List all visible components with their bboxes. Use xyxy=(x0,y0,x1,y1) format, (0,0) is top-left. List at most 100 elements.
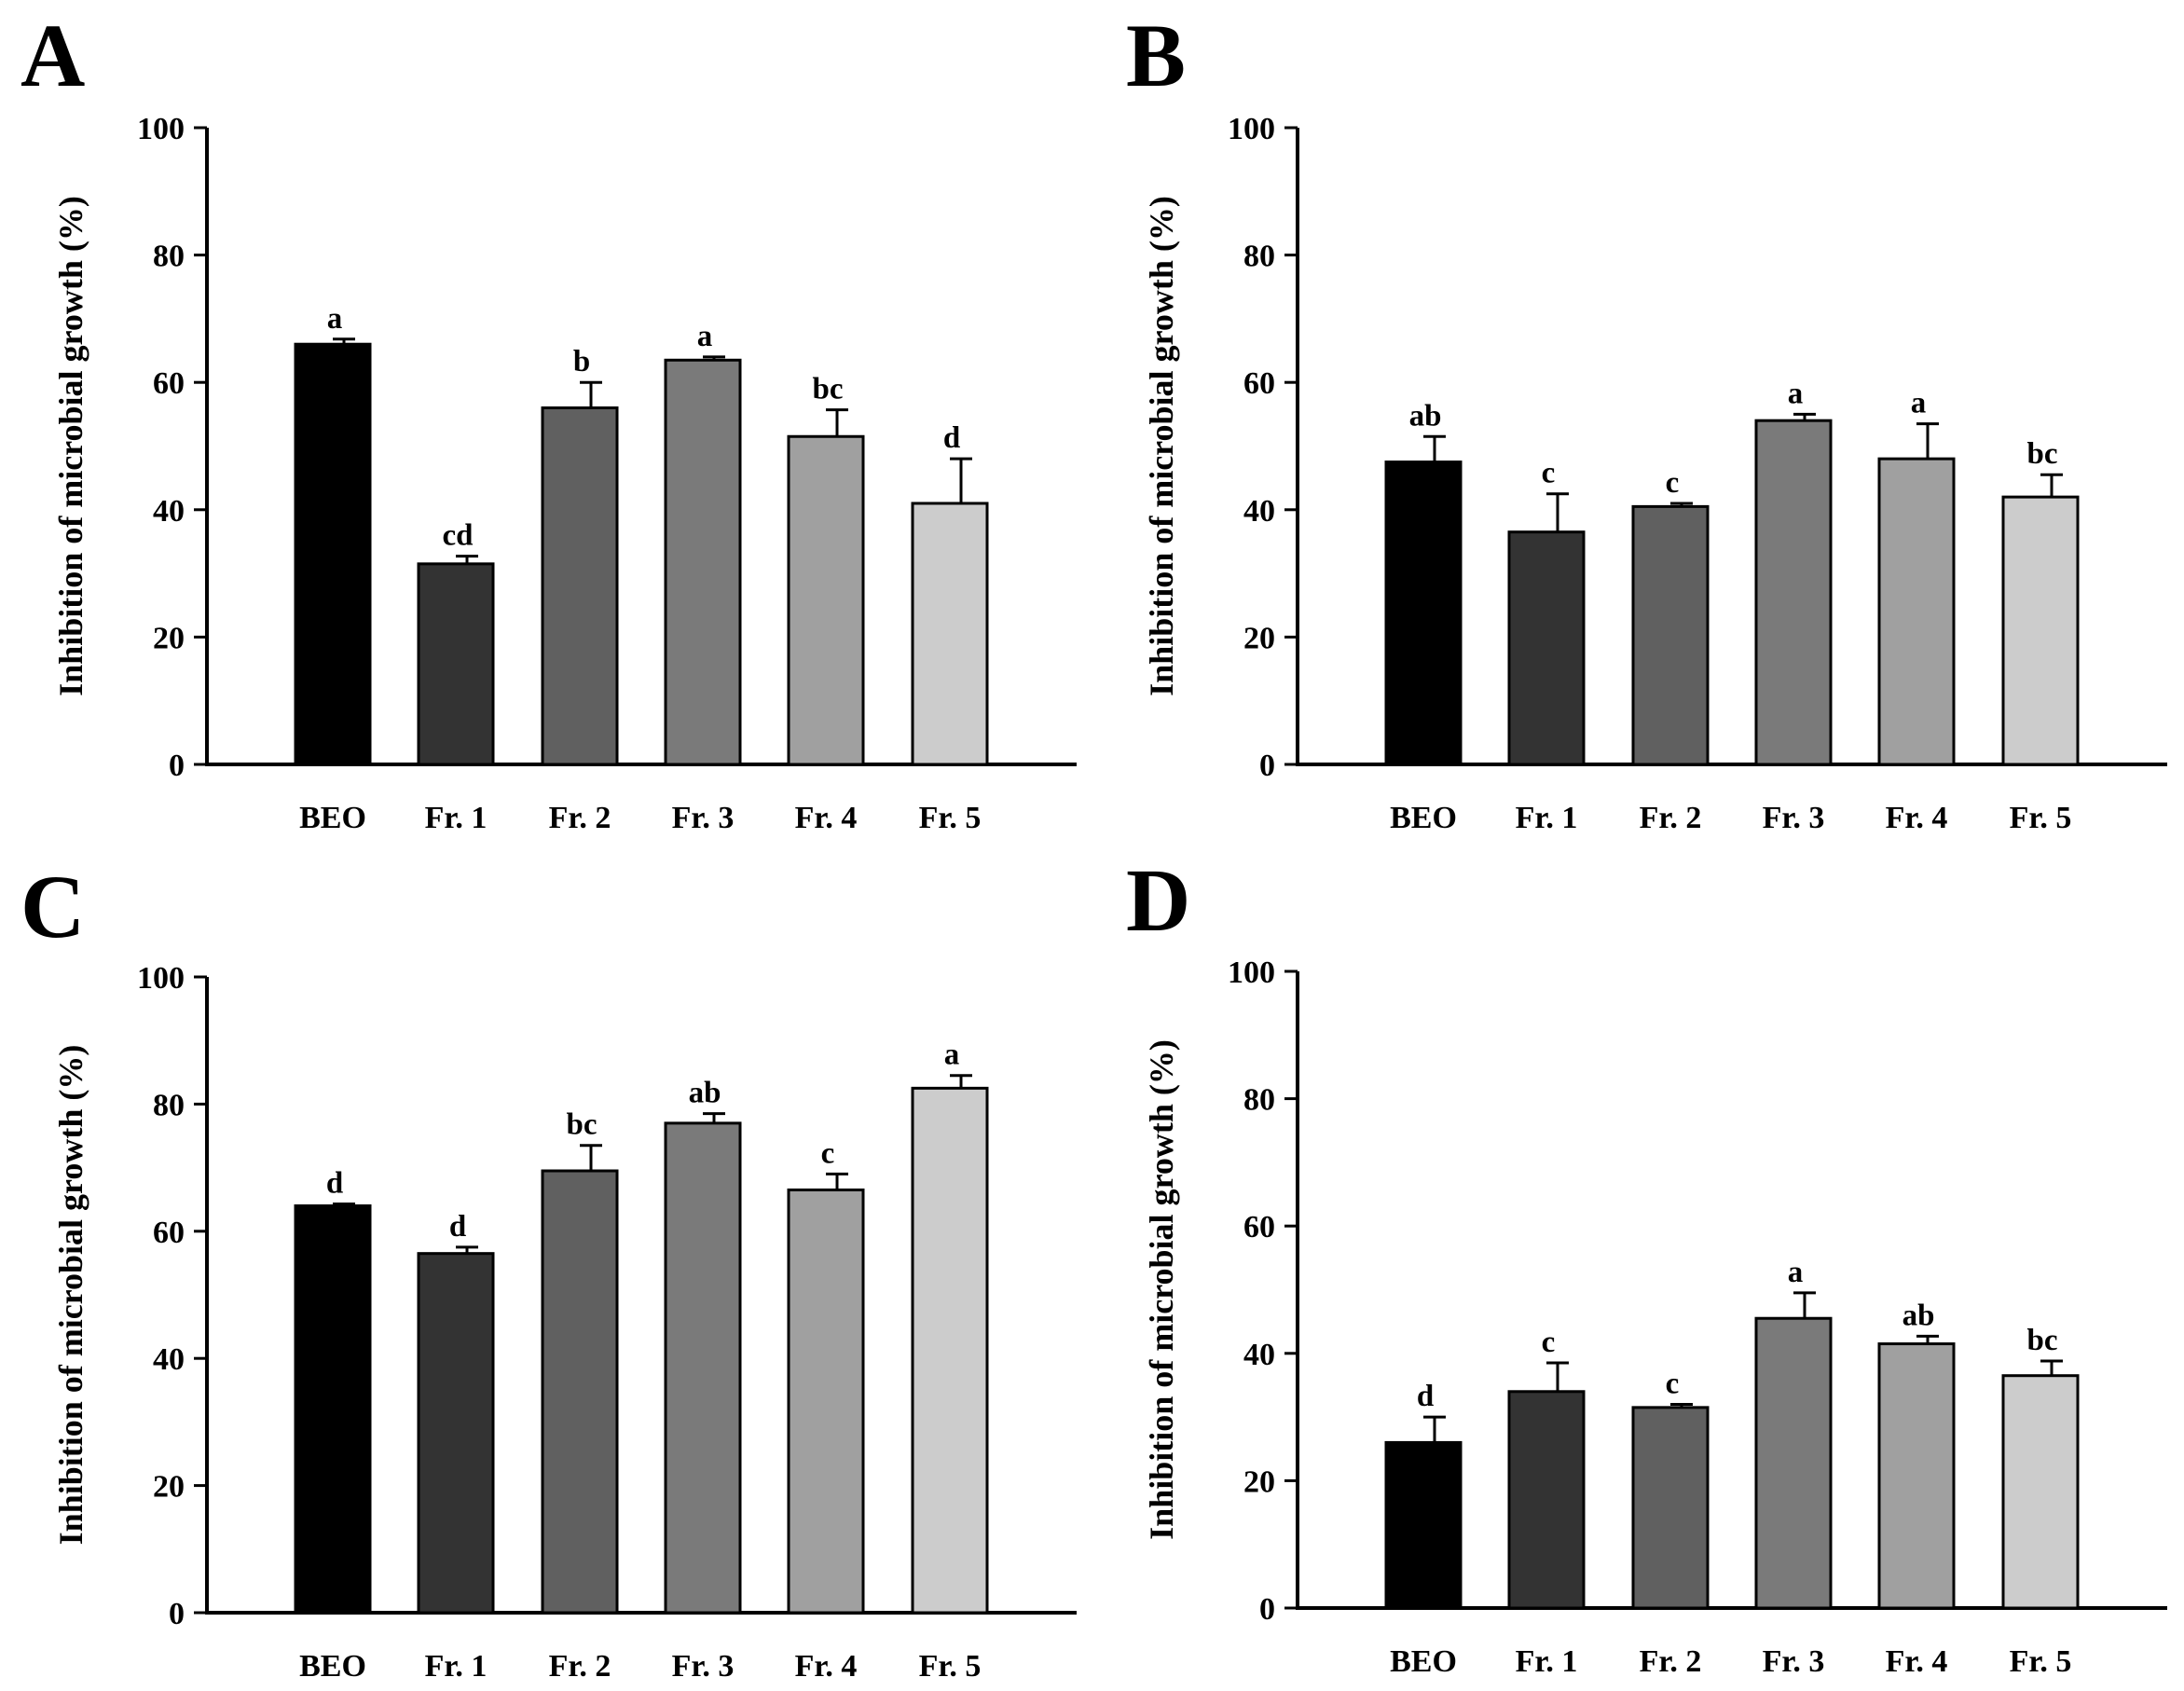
x-tick-label: Fr. 3 xyxy=(1763,801,1825,835)
x-tick-label: BEO xyxy=(299,801,366,835)
x-tick-label: Fr. 1 xyxy=(425,1649,488,1684)
x-tick-label: Fr. 3 xyxy=(1763,1644,1825,1679)
bar xyxy=(1507,530,1586,766)
x-tick-label: BEO xyxy=(1390,1644,1457,1679)
significance-label: ab xyxy=(1409,399,1442,433)
y-tick-label: 20 xyxy=(153,1470,185,1505)
x-tick-label: Fr. 2 xyxy=(549,1649,611,1684)
bar xyxy=(1754,1316,1833,1610)
panel-label: A xyxy=(21,6,85,105)
bar xyxy=(1877,1342,1956,1610)
significance-label: a xyxy=(944,1038,960,1072)
significance-label: d xyxy=(1417,1380,1434,1413)
panel-d: D Inhibition of microbial growth (%) 0 20 40… xyxy=(1126,850,2167,1679)
y-tick-label: 20 xyxy=(153,621,185,655)
bar xyxy=(294,1204,372,1615)
bar xyxy=(541,406,619,766)
y-axis-label: Inhibition of microbial growth (%) xyxy=(52,1045,89,1546)
y-axis-label: Inhibition of microbial growth (%) xyxy=(1143,1039,1180,1540)
y-tick-label: 100 xyxy=(137,112,185,146)
y-tick-label: 20 xyxy=(1243,1464,1275,1499)
x-tick-label: Fr. 2 xyxy=(549,801,611,835)
significance-label: cd xyxy=(443,519,474,553)
y-tick-label: 0 xyxy=(1259,1592,1275,1627)
significance-label: ab xyxy=(689,1077,721,1110)
panel-label: D xyxy=(1126,850,1190,950)
y-tick-label: 60 xyxy=(153,366,185,401)
y-tick-label: 80 xyxy=(153,1088,185,1122)
bar xyxy=(911,502,989,766)
x-tick-label: Fr. 1 xyxy=(1516,1644,1578,1679)
significance-label: bc xyxy=(2027,1324,2058,1357)
x-tick-label: Fr. 3 xyxy=(672,801,735,835)
significance-label: bc xyxy=(2027,437,2058,471)
significance-label: c xyxy=(1666,466,1680,500)
bar xyxy=(787,434,865,766)
significance-label: c xyxy=(1666,1367,1680,1400)
x-tick-label: Fr. 3 xyxy=(672,1649,735,1684)
x-tick-label: Fr. 4 xyxy=(1886,1644,1948,1679)
x-tick-label: Fr. 1 xyxy=(1516,801,1578,835)
bar xyxy=(1877,457,1956,766)
bar xyxy=(911,1086,989,1615)
bar xyxy=(664,358,742,766)
panel-label: B xyxy=(1126,6,1186,105)
significance-label: bc xyxy=(813,373,844,406)
panel-c: C Inhibition of microbial growth (%) 0 20 40… xyxy=(21,857,1077,1684)
significance-label: d xyxy=(943,421,960,455)
bar xyxy=(1754,419,1833,766)
panel-label: C xyxy=(21,857,85,956)
x-tick-label: Fr. 4 xyxy=(795,801,858,835)
y-tick-label: 60 xyxy=(1243,366,1275,401)
significance-label: b xyxy=(573,345,590,378)
y-tick-label: 40 xyxy=(1243,1338,1275,1372)
y-tick-label: 60 xyxy=(1243,1210,1275,1244)
bar xyxy=(541,1169,619,1615)
y-tick-label: 80 xyxy=(153,240,185,274)
y-tick-label: 100 xyxy=(1228,955,1275,990)
y-tick-label: 40 xyxy=(153,494,185,529)
bar xyxy=(417,562,495,766)
y-tick-label: 0 xyxy=(169,1597,185,1631)
bar xyxy=(664,1121,742,1615)
significance-label: ab xyxy=(1902,1299,1935,1332)
significance-label: c xyxy=(1542,1326,1556,1359)
y-axis-label: Inhibition of microbial growth (%) xyxy=(52,196,89,696)
x-tick-label: BEO xyxy=(299,1649,366,1684)
y-tick-label: 40 xyxy=(153,1342,185,1377)
x-tick-label: Fr. 5 xyxy=(2010,801,2072,835)
panel-a: A Inhibition of microbial growth (%) 0 20 40… xyxy=(21,6,1077,835)
y-tick-label: 0 xyxy=(1259,749,1275,783)
bar xyxy=(1631,1406,1710,1610)
y-tick-label: 0 xyxy=(169,749,185,783)
y-tick-label: 100 xyxy=(137,961,185,996)
significance-label: bc xyxy=(567,1108,598,1142)
bar xyxy=(1384,1440,1463,1610)
bar xyxy=(2001,495,2080,766)
x-tick-label: Fr. 4 xyxy=(795,1649,858,1684)
bar xyxy=(787,1188,865,1615)
y-tick-label: 40 xyxy=(1243,494,1275,529)
y-tick-label: 80 xyxy=(1243,240,1275,274)
significance-label: a xyxy=(1911,387,1927,420)
bar xyxy=(2001,1374,2080,1610)
x-tick-label: Fr. 5 xyxy=(2010,1644,2072,1679)
significance-label: a xyxy=(1788,377,1804,410)
significance-label: d xyxy=(326,1166,343,1200)
x-tick-label: Fr. 2 xyxy=(1640,801,1702,835)
significance-label: c xyxy=(1542,457,1556,490)
y-tick-label: 100 xyxy=(1228,112,1275,146)
significance-label: c xyxy=(821,1136,835,1170)
y-tick-label: 60 xyxy=(153,1216,185,1250)
x-tick-label: Fr. 5 xyxy=(919,801,982,835)
significance-label: d xyxy=(449,1210,466,1244)
x-tick-label: BEO xyxy=(1390,801,1457,835)
x-tick-label: Fr. 1 xyxy=(425,801,488,835)
y-tick-label: 80 xyxy=(1243,1083,1275,1118)
significance-label: a xyxy=(697,320,713,353)
bar xyxy=(1507,1390,1586,1610)
bar xyxy=(294,342,372,766)
bar xyxy=(1384,461,1463,766)
significance-label: a xyxy=(1788,1256,1804,1289)
